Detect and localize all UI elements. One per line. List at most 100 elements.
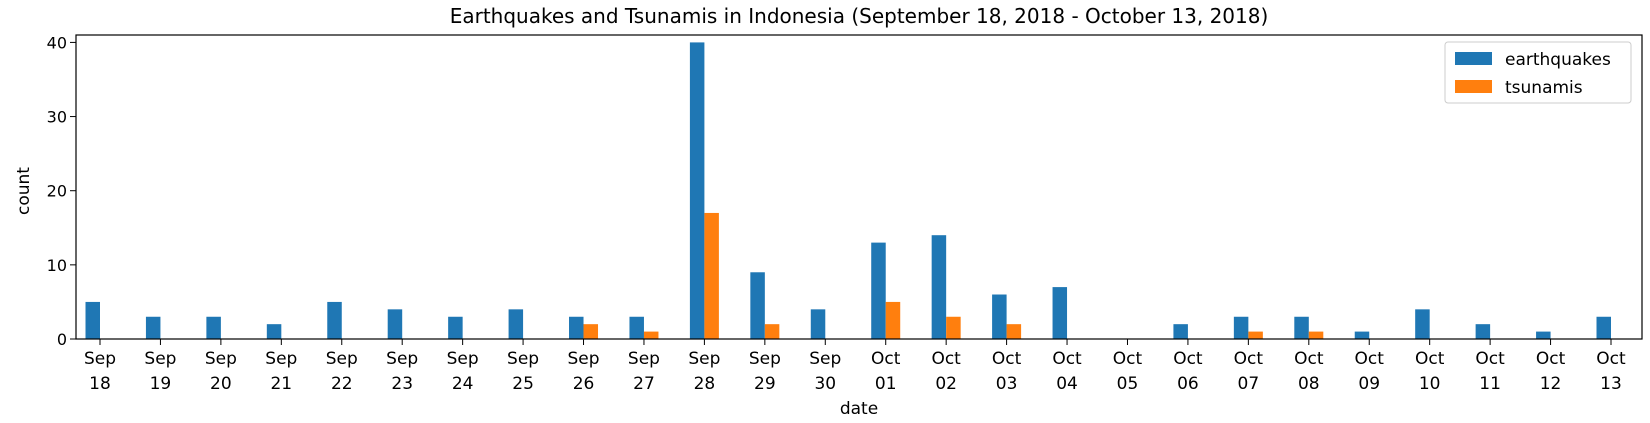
x-tick-label-day: 19	[150, 374, 172, 394]
x-axis-label: date	[840, 399, 878, 419]
x-tick-label-month: Sep	[265, 349, 297, 369]
x-tick-label-month: Sep	[628, 349, 660, 369]
x-tick-label-day: 25	[512, 374, 534, 394]
bar-earthquakes-3	[206, 316, 221, 339]
legend-swatch-earthquakes	[1455, 52, 1492, 65]
bar-tsunamis-12	[764, 324, 780, 339]
x-tick-label-day: 18	[89, 374, 111, 394]
y-tick-label: 30	[47, 108, 67, 127]
bar-earthquakes-26	[1596, 316, 1611, 339]
bar-earthquakes-13	[810, 309, 826, 339]
bar-earthquakes-7	[448, 316, 463, 339]
bar-earthquakes-23	[1415, 309, 1430, 339]
x-tick-label-day: 21	[270, 374, 292, 394]
x-tick-label-month: Oct	[992, 349, 1022, 369]
x-tick-label-month: Sep	[567, 349, 599, 369]
bar-earthquakes-6	[387, 309, 403, 339]
bar-earthquakes-25	[1536, 331, 1551, 339]
x-tick-label-day: 07	[1238, 374, 1260, 394]
bar-tsunamis-15	[946, 316, 961, 339]
x-tick-label-month: Sep	[386, 349, 418, 369]
bar-earthquakes-10	[629, 316, 644, 339]
bar-earthquakes-9	[569, 316, 584, 339]
plot-frame	[75, 34, 1643, 340]
bar-earthquakes-20	[1233, 316, 1249, 339]
y-tick-label: 20	[47, 182, 67, 201]
x-tick-label-day: 05	[1117, 374, 1139, 394]
x-tick-label-month: Sep	[507, 349, 539, 369]
x-tick-label-month: Oct	[1415, 349, 1445, 369]
x-tick-label-day: 01	[875, 374, 897, 394]
x-tick-label-month: Oct	[931, 349, 961, 369]
x-tick-label-month: Oct	[1173, 349, 1203, 369]
x-tick-label-month: Sep	[688, 349, 720, 369]
x-tick-label-month: Sep	[205, 349, 237, 369]
x-tick-label-month: Oct	[1052, 349, 1082, 369]
bar-tsunamis-10	[643, 331, 659, 339]
x-tick-label-month: Oct	[1355, 349, 1385, 369]
bars-group	[85, 42, 1611, 339]
x-tick-label-month: Oct	[871, 349, 901, 369]
y-axis: 0 10 20 30 40	[47, 33, 76, 349]
x-tick-label-month: Sep	[749, 349, 781, 369]
bar-earthquakes-22	[1354, 331, 1370, 339]
bar-tsunamis-11	[704, 212, 719, 339]
x-tick-label-day: 06	[1177, 374, 1199, 394]
x-tick-label-day: 24	[452, 374, 474, 394]
x-tick-label-month: Oct	[1596, 349, 1626, 369]
bar-earthquakes-4	[266, 324, 282, 339]
bar-earthquakes-16	[992, 294, 1007, 339]
bar-tsunamis-14	[885, 301, 901, 339]
legend-label-tsunamis: tsunamis	[1505, 78, 1583, 98]
x-tick-label-month: Sep	[447, 349, 479, 369]
x-tick-label-month: Oct	[1475, 349, 1505, 369]
bar-earthquakes-21	[1294, 316, 1309, 339]
x-tick-label-day: 30	[814, 374, 836, 394]
bar-earthquakes-1	[85, 301, 100, 339]
x-tick-label-day: 10	[1419, 374, 1441, 394]
bar-tsunamis-21	[1308, 331, 1324, 339]
x-tick-label-day: 08	[1298, 374, 1320, 394]
x-tick-label-day: 23	[391, 374, 413, 394]
y-axis-label: count	[14, 167, 34, 215]
x-tick-label-month: Oct	[1536, 349, 1566, 369]
x-tick-label-month: Oct	[1234, 349, 1264, 369]
bar-tsunamis-9	[583, 324, 599, 339]
x-tick-label-month: Sep	[84, 349, 116, 369]
x-tick-label-day: 28	[694, 374, 716, 394]
x-tick-label-day: 09	[1358, 374, 1380, 394]
bar-tsunamis-16	[1006, 324, 1022, 339]
bar-earthquakes-5	[327, 301, 342, 339]
bar-earthquakes-8	[508, 309, 524, 339]
x-tick-label-day: 26	[573, 374, 595, 394]
x-tick-label-day: 29	[754, 374, 776, 394]
x-tick-label-day: 22	[331, 374, 353, 394]
bar-earthquakes-15	[931, 235, 947, 339]
x-tick-label-day: 20	[210, 374, 232, 394]
bar-tsunamis-20	[1248, 331, 1263, 339]
x-tick-label-day: 13	[1600, 374, 1622, 394]
bar-earthquakes-17	[1052, 287, 1068, 339]
y-tick-label: 0	[57, 330, 67, 349]
x-tick-label-day: 12	[1540, 374, 1562, 394]
x-tick-label-month: Oct	[1113, 349, 1143, 369]
x-tick-label-month: Sep	[144, 349, 176, 369]
legend: earthquakes tsunamis	[1444, 41, 1632, 104]
y-tick-label: 40	[47, 33, 67, 52]
x-axis: Sep 18 Sep 19 Sep 20 Sep 21 Sep 22 Sep 23 Sep 24 Sep 25…	[84, 339, 1626, 394]
x-tick-label-month: Sep	[809, 349, 841, 369]
bar-earthquakes-11	[689, 42, 705, 339]
bar-earthquakes-19	[1173, 324, 1188, 339]
chart-title: Earthquakes and Tsunamis in Indonesia (S…	[450, 4, 1269, 28]
legend-label-earthquakes: earthquakes	[1505, 50, 1611, 70]
bar-earthquakes-24	[1475, 324, 1491, 339]
x-tick-label-day: 02	[935, 374, 957, 394]
y-tick-label: 10	[47, 256, 67, 275]
x-tick-label-day: 27	[633, 374, 655, 394]
bar-earthquakes-2	[145, 316, 161, 339]
x-tick-label-day: 03	[996, 374, 1018, 394]
x-tick-label-day: 04	[1056, 374, 1078, 394]
x-tick-label-month: Oct	[1294, 349, 1324, 369]
legend-swatch-tsunamis	[1455, 80, 1492, 93]
